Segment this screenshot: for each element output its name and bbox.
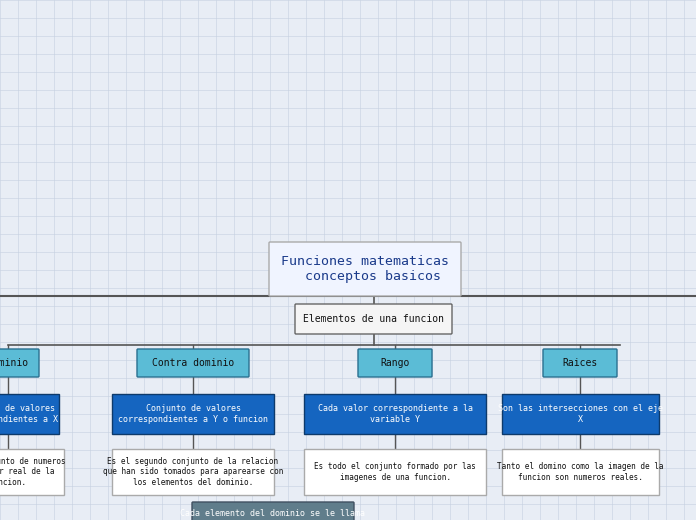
FancyBboxPatch shape (112, 394, 274, 434)
FancyBboxPatch shape (269, 242, 461, 296)
FancyBboxPatch shape (137, 349, 249, 377)
Text: Es todo el conjunto formado por las
imagenes de una funcion.: Es todo el conjunto formado por las imag… (314, 462, 476, 482)
FancyBboxPatch shape (0, 349, 39, 377)
FancyBboxPatch shape (358, 349, 432, 377)
Text: Dominio: Dominio (0, 358, 29, 368)
FancyBboxPatch shape (192, 502, 354, 520)
FancyBboxPatch shape (0, 449, 64, 495)
Text: Rango: Rango (380, 358, 410, 368)
Text: Contra dominio: Contra dominio (152, 358, 234, 368)
Text: Tanto el domino como la imagen de la
funcion son numeros reales.: Tanto el domino como la imagen de la fun… (497, 462, 663, 482)
Text: Cada valor correspondiente a la
variable Y: Cada valor correspondiente a la variable… (317, 405, 473, 424)
FancyBboxPatch shape (0, 394, 59, 434)
Text: Conjunto de valores
correspondientes a X: Conjunto de valores correspondientes a X (0, 405, 58, 424)
Text: Es un conjunto de numeros
con valor real de la
funcion.: Es un conjunto de numeros con valor real… (0, 457, 66, 487)
FancyBboxPatch shape (295, 304, 452, 334)
FancyBboxPatch shape (304, 394, 486, 434)
Text: Es el segundo conjunto de la relacion
que han sido tomados para aparearse con
lo: Es el segundo conjunto de la relacion qu… (103, 457, 283, 487)
FancyBboxPatch shape (112, 449, 274, 495)
Text: Conjunto de valores
correspondientes a Y o funcion: Conjunto de valores correspondientes a Y… (118, 405, 268, 424)
Text: Raices: Raices (562, 358, 598, 368)
Text: Funciones matematicas
  conceptos basicos: Funciones matematicas conceptos basicos (281, 255, 449, 283)
FancyBboxPatch shape (543, 349, 617, 377)
FancyBboxPatch shape (304, 449, 486, 495)
Text: Son las intersecciones con el eje
X: Son las intersecciones con el eje X (498, 405, 663, 424)
FancyBboxPatch shape (502, 449, 658, 495)
FancyBboxPatch shape (502, 394, 658, 434)
Text: Cada elemento del dominio se le llama
argumento: Cada elemento del dominio se le llama ar… (180, 509, 365, 520)
Text: Elementos de una funcion: Elementos de una funcion (303, 314, 444, 324)
